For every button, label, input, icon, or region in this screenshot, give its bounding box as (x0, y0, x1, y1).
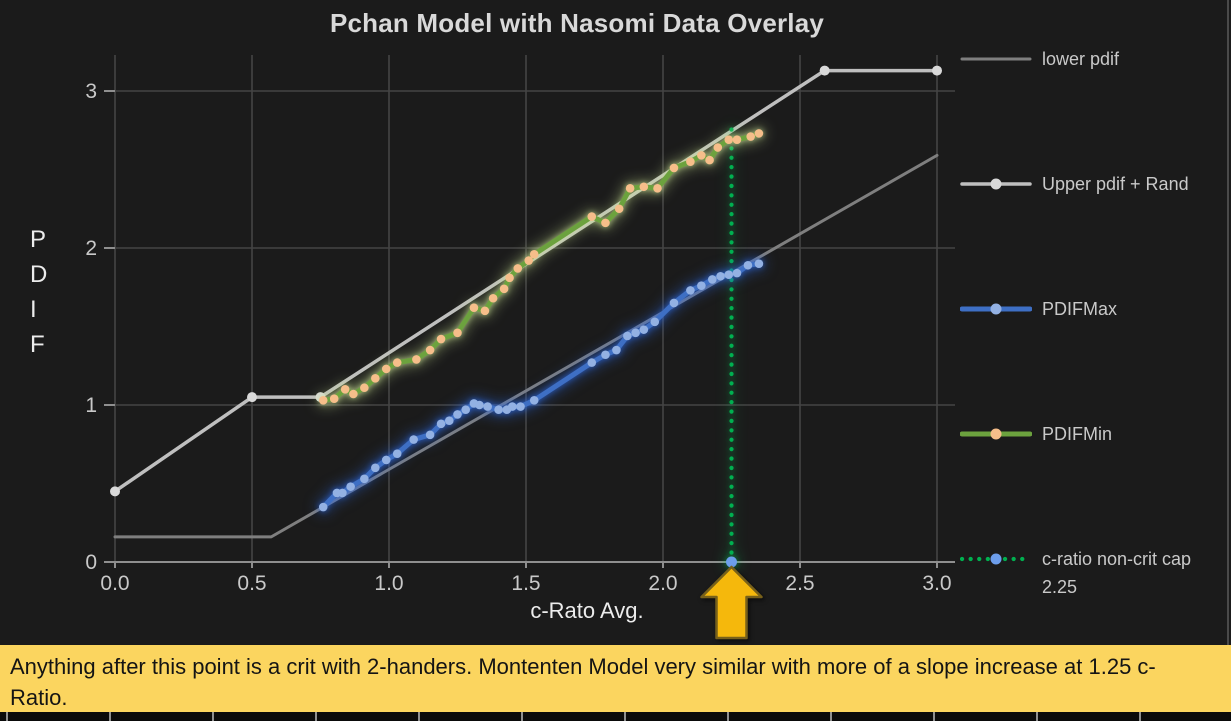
legend-item-pdifmin[interactable]: PDIFMin (960, 420, 1112, 448)
y-tick-label: 1 (85, 394, 97, 417)
legend-label: PDIFMin (1042, 424, 1113, 444)
series-pdifmin[interactable] (318, 129, 764, 405)
legend-swatch (960, 303, 1032, 315)
x-tick-label: 2.5 (785, 572, 814, 595)
legend-swatch (960, 178, 1032, 190)
x-tick-label: 2.0 (648, 572, 677, 595)
legend-swatch (960, 428, 1032, 440)
legend-swatch (960, 57, 1032, 61)
legend-label: Upper pdif + Rand (1042, 174, 1189, 194)
x-tick-label: 0.5 (237, 572, 266, 595)
plot-area[interactable]: 0.0 0.5 1.0 1.5 2.0 2.5 3.0 0 1 2 3 (0, 0, 1231, 645)
series-c-ratio-non-crit-cap-2-25[interactable] (726, 123, 737, 568)
legend-label: PDIFMax (1042, 299, 1118, 319)
legend-swatch (960, 553, 1032, 565)
annotation-banner: Anything after this point is a crit with… (0, 645, 1231, 712)
window-edge (1227, 0, 1229, 645)
legend-item-lower-pdif[interactable]: lower pdif (960, 45, 1119, 73)
y-tick-label: 0 (85, 551, 97, 574)
chart-title: Pchan Model with Nasomi Data Overlay (329, 8, 825, 38)
y-axis-label: P D I F (30, 226, 48, 358)
spreadsheet-edge-strip (0, 712, 1231, 721)
legend-item-c-ratio-non-crit-cap-2-25[interactable]: c-ratio non-crit cap 2.25 (960, 545, 1224, 601)
legend-label: c-ratio non-crit cap 2.25 (1042, 549, 1192, 597)
tick-labels: 0.0 0.5 1.0 1.5 2.0 2.5 3.0 0 1 2 3 (85, 80, 951, 595)
x-tick-label: 1.5 (511, 572, 540, 595)
annotation-text: Anything after this point is a crit with… (10, 654, 1156, 710)
gridlines (114, 55, 955, 562)
x-axis-label: c-Rato Avg. (530, 598, 644, 623)
vline-endpoint-marker (726, 556, 737, 568)
chart-legend: lower pdif Upper pdif + Rand PDIFMax PDIFMi… (960, 0, 1228, 645)
x-tick-label: 0.0 (100, 572, 129, 595)
axes (104, 90, 955, 568)
x-tick-label: 3.0 (922, 572, 951, 595)
legend-label: lower pdif (1042, 49, 1120, 69)
x-tick-label: 1.0 (374, 572, 403, 595)
legend-item-upper-pdif-rand[interactable]: Upper pdif + Rand (960, 170, 1189, 198)
y-tick-label: 2 (85, 237, 97, 260)
highlight-arrow[interactable] (700, 565, 763, 640)
legend-item-pdifmax[interactable]: PDIFMax (960, 295, 1117, 323)
series-pdifmax[interactable] (318, 259, 764, 512)
y-tick-label: 3 (85, 80, 97, 103)
